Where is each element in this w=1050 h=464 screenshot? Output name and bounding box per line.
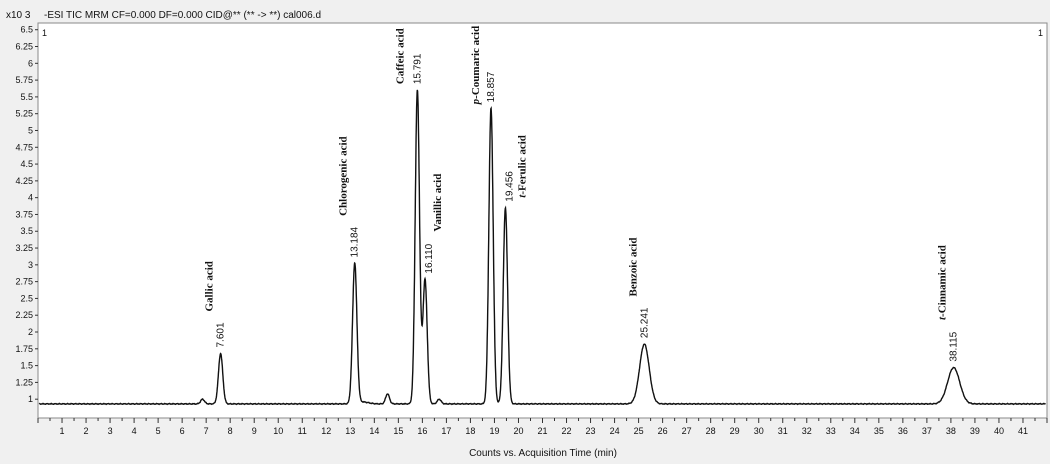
x-tick-label: 23 <box>586 426 596 436</box>
x-tick-label: 35 <box>874 426 884 436</box>
y-tick-label: 2 <box>28 327 33 337</box>
x-tick-label: 10 <box>273 426 283 436</box>
x-tick-label: 27 <box>682 426 692 436</box>
x-tick-label: 12 <box>321 426 331 436</box>
y-tick-label: 2.75 <box>15 277 33 287</box>
x-tick-label: 30 <box>754 426 764 436</box>
peak-rt-label: 16.110 <box>424 243 435 273</box>
x-tick-label: 19 <box>489 426 499 436</box>
plot-background <box>37 22 1048 419</box>
x-tick-label: 32 <box>802 426 812 436</box>
peak-rt-label: 15.791 <box>412 53 423 84</box>
peak-rt-label: 13.184 <box>350 226 361 257</box>
x-tick-label: 1 <box>60 426 65 436</box>
peak-compound-label: t-Ferulic acid <box>516 135 528 198</box>
peak-rt-label: 7.601 <box>216 322 227 347</box>
corner-marker-right: 1 <box>1038 28 1043 38</box>
x-tick-label: 9 <box>252 426 257 436</box>
peak-compound-label: Chlorogenic acid <box>338 136 350 216</box>
x-tick-label: 14 <box>369 426 379 436</box>
x-tick-label: 41 <box>1018 426 1028 436</box>
y-tick-label: 3.25 <box>15 243 33 253</box>
y-tick-label: 5.5 <box>20 92 33 102</box>
peak-rt-label: 25.241 <box>639 307 650 338</box>
y-tick-label: 3 <box>28 260 33 270</box>
peak-compound-label: t-Cinnamic acid <box>937 245 949 320</box>
x-tick-label: 37 <box>922 426 932 436</box>
x-tick-label: 25 <box>634 426 644 436</box>
y-tick-label: 6.5 <box>20 25 33 35</box>
x-tick-label: 17 <box>441 426 451 436</box>
x-tick-label: 26 <box>658 426 668 436</box>
x-tick-label: 21 <box>537 426 547 436</box>
y-tick-label: 1.75 <box>15 344 33 354</box>
y-tick-label: 3.75 <box>15 209 33 219</box>
x-tick-label: 33 <box>826 426 836 436</box>
x-tick-label: 28 <box>706 426 716 436</box>
peak-compound-label: Gallic acid <box>204 261 216 311</box>
x-tick-label: 36 <box>898 426 908 436</box>
x-tick-label: 4 <box>132 426 137 436</box>
peak-compound-label: Caffeic acid <box>394 28 406 84</box>
peak-compound-label: Benzoic acid <box>627 238 639 297</box>
chromatogram-trace <box>38 89 1046 406</box>
y-tick-label: 2.25 <box>15 310 33 320</box>
x-tick-label: 31 <box>778 426 788 436</box>
x-tick-label: 29 <box>730 426 740 436</box>
x-tick-label: 2 <box>84 426 89 436</box>
x-tick-label: 11 <box>298 426 307 436</box>
peak-rt-label: 18.857 <box>486 71 497 102</box>
y-tick-label: 5.25 <box>15 109 33 119</box>
x-axis: 1 2 3 4 5 6 7 8 9 10 11 12 13 14 15 16 17 18 19 20 21 22 23 24 2… <box>37 418 1048 436</box>
peak-rt-label: 19.456 <box>504 171 515 202</box>
peak-rt-label: 38.115 <box>949 331 960 361</box>
y-tick-label: 1.5 <box>20 361 33 371</box>
x-tick-label: 38 <box>946 426 956 436</box>
x-tick-label: 22 <box>562 426 572 436</box>
x-tick-label: 3 <box>108 426 113 436</box>
y-axis: 1 1.25 1.5 1.75 2 2.25 2.5 2.75 3 3.25 3.5 3.75 4 4.2… <box>15 25 38 404</box>
chart-title: -ESI TIC MRM CF=0.000 DF=0.000 CID@** (*… <box>44 10 321 21</box>
x-tick-label: 34 <box>850 426 860 436</box>
x-tick-label: 24 <box>610 426 620 436</box>
y-tick-label: 1.25 <box>15 377 33 387</box>
x-tick-label: 13 <box>345 426 355 436</box>
y-tick-label: 5 <box>28 125 33 135</box>
corner-marker-left: 1 <box>42 28 47 38</box>
x-tick-label: 18 <box>465 426 475 436</box>
y-tick-label: 2.5 <box>20 293 33 303</box>
x-tick-label: 15 <box>393 426 403 436</box>
y-multiplier-label: x10 3 <box>6 10 31 21</box>
peak-compound-label: Vanillic acid <box>432 174 444 232</box>
x-tick-label: 39 <box>970 426 980 436</box>
x-tick-label: 6 <box>180 426 185 436</box>
x-tick-label: 7 <box>204 426 209 436</box>
y-tick-label: 4.25 <box>15 176 33 186</box>
peak-compound-label: p-Coumaric acid <box>470 26 482 106</box>
y-tick-label: 5.75 <box>15 75 33 85</box>
x-tick-label: 16 <box>417 426 427 436</box>
x-tick-label: 5 <box>156 426 161 436</box>
y-tick-label: 3.5 <box>20 226 33 236</box>
y-tick-label: 6 <box>28 58 33 68</box>
y-tick-label: 4.5 <box>20 159 33 169</box>
x-tick-label: 20 <box>513 426 523 436</box>
y-tick-label: 6.25 <box>15 42 33 52</box>
y-tick-label: 4 <box>28 193 33 203</box>
x-tick-label: 8 <box>228 426 233 436</box>
x-tick-label: 40 <box>994 426 1004 436</box>
x-axis-label: Counts vs. Acquisition Time (min) <box>469 448 617 459</box>
y-tick-label: 4.75 <box>15 142 33 152</box>
y-tick-label: 1 <box>28 394 33 404</box>
